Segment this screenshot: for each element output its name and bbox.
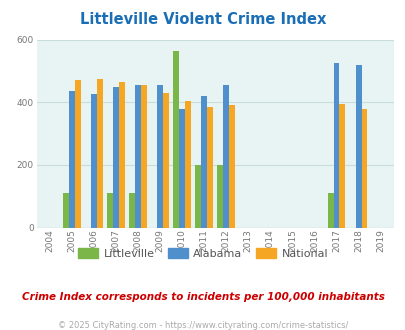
- Bar: [141, 85, 147, 228]
- Bar: [223, 85, 228, 228]
- Bar: [179, 109, 185, 228]
- Text: Crime Index corresponds to incidents per 100,000 inhabitants: Crime Index corresponds to incidents per…: [21, 292, 384, 302]
- Bar: [327, 193, 333, 228]
- Bar: [69, 91, 75, 228]
- Bar: [135, 85, 141, 228]
- Bar: [217, 165, 223, 228]
- Bar: [129, 193, 135, 228]
- Bar: [75, 81, 81, 228]
- Bar: [185, 101, 191, 228]
- Bar: [360, 109, 367, 228]
- Bar: [355, 65, 360, 228]
- Bar: [91, 94, 97, 228]
- Bar: [63, 193, 69, 228]
- Bar: [157, 85, 163, 228]
- Bar: [97, 79, 102, 228]
- Bar: [333, 63, 339, 228]
- Bar: [207, 107, 213, 228]
- Bar: [163, 93, 168, 228]
- Bar: [228, 106, 234, 228]
- Text: © 2025 CityRating.com - https://www.cityrating.com/crime-statistics/: © 2025 CityRating.com - https://www.city…: [58, 321, 347, 330]
- Bar: [119, 82, 125, 228]
- Bar: [107, 193, 113, 228]
- Bar: [173, 50, 179, 228]
- Text: Littleville Violent Crime Index: Littleville Violent Crime Index: [80, 12, 325, 26]
- Bar: [113, 86, 119, 228]
- Bar: [339, 104, 345, 228]
- Bar: [201, 96, 207, 228]
- Legend: Littleville, Alabama, National: Littleville, Alabama, National: [73, 244, 332, 263]
- Bar: [195, 165, 201, 228]
